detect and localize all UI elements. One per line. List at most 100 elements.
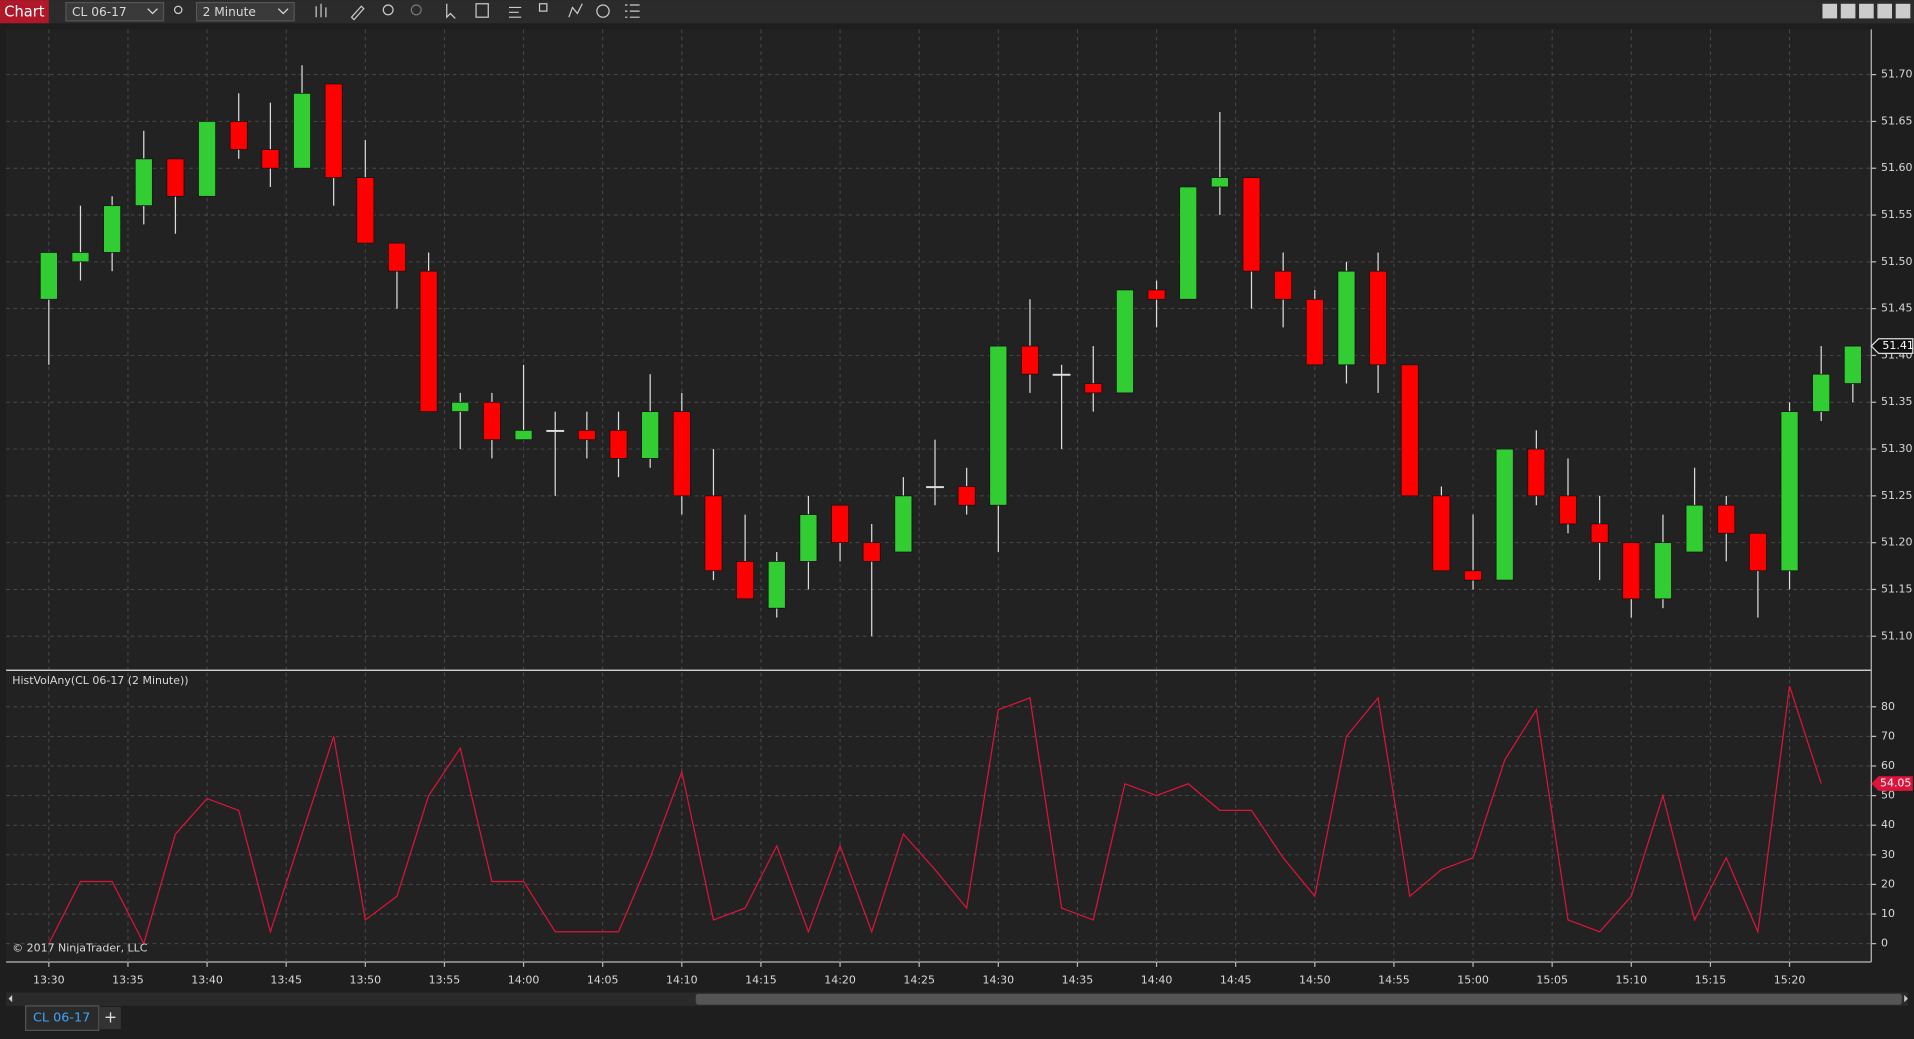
- x-tick-label: 13:55: [429, 973, 461, 986]
- candle-body: [451, 401, 470, 412]
- candle-body: [1369, 270, 1388, 366]
- minimize-button[interactable]: [1859, 3, 1874, 19]
- candle-body: [577, 429, 596, 441]
- dropdown-arrow: [277, 8, 289, 15]
- candle-body: [1654, 542, 1672, 600]
- candle-body: [546, 429, 565, 432]
- chart-menu-label[interactable]: Chart: [4, 3, 44, 20]
- x-tick-label: 14:35: [1062, 973, 1094, 986]
- y-tick-label: 51.20: [1881, 536, 1912, 549]
- y-tick-label: 51.70: [1881, 68, 1912, 81]
- candle-body: [641, 411, 660, 459]
- candle-body: [704, 495, 723, 572]
- instrument-select[interactable]: [65, 1, 165, 22]
- x-tick-label: 13:50: [350, 973, 382, 986]
- candle-body: [1559, 495, 1577, 525]
- y-tick-label: 51.35: [1881, 395, 1912, 408]
- candle-body: [1843, 345, 1862, 384]
- reload-icon[interactable]: [596, 4, 610, 18]
- instrument-label[interactable]: CL 06-17: [72, 5, 127, 19]
- candle-body: [356, 177, 375, 244]
- close-button[interactable]: [1895, 3, 1911, 19]
- x-tick-label: 14:50: [1299, 973, 1331, 986]
- candle-body: [39, 252, 58, 300]
- candle-body: [1812, 373, 1831, 412]
- new-tab-button[interactable]: [100, 1007, 121, 1030]
- zoom-out-icon[interactable]: [410, 4, 422, 16]
- candle-body: [103, 205, 122, 253]
- y-tick-label: 51.10: [1881, 629, 1912, 642]
- candle-body: [1527, 448, 1546, 497]
- templates-icon[interactable]: [538, 3, 548, 12]
- interval-select[interactable]: [195, 1, 295, 22]
- chart-menu[interactable]: [0, 0, 49, 24]
- price-panel: [6, 29, 1872, 670]
- search-icon[interactable]: [173, 5, 183, 15]
- interval-label[interactable]: 2 Minute: [203, 5, 256, 19]
- bars-icon[interactable]: [315, 3, 327, 18]
- candle-body: [419, 270, 438, 412]
- candle-body: [1274, 270, 1293, 300]
- scroll-thumb[interactable]: [695, 993, 1902, 1005]
- candle-body: [261, 149, 280, 169]
- y-tick-label: 70: [1881, 729, 1895, 742]
- zoom-in-icon[interactable]: [382, 4, 394, 16]
- x-tick-label: 15:05: [1536, 973, 1568, 986]
- y-tick-label: 51.60: [1881, 161, 1912, 174]
- candle-body: [862, 542, 881, 562]
- maximize-button[interactable]: [1877, 3, 1893, 19]
- candle-body: [1400, 364, 1419, 497]
- y-tick-label: 20: [1881, 877, 1895, 890]
- candle-body: [388, 242, 406, 272]
- candle-body: [1495, 448, 1514, 581]
- candle-body: [1147, 289, 1166, 300]
- y-tick-label: 40: [1881, 818, 1895, 831]
- y-tick-label: 60: [1881, 759, 1895, 772]
- tab[interactable]: [25, 1005, 100, 1031]
- copyright: © 2017 NinjaTrader, LLC: [12, 942, 148, 955]
- x-tick-label: 14:30: [982, 973, 1014, 986]
- candle-body: [767, 561, 786, 609]
- properties-icon[interactable]: [509, 6, 522, 18]
- window-button[interactable]: [1840, 3, 1856, 19]
- dropdown-arrow: [147, 8, 158, 15]
- y-tick-label: 10: [1881, 907, 1895, 920]
- y-tick-label: 51.50: [1881, 255, 1912, 268]
- candle-body: [894, 495, 913, 553]
- candle-body: [1685, 504, 1704, 553]
- candle-body: [514, 429, 533, 441]
- candle-body: [166, 158, 185, 197]
- draw-icon[interactable]: [350, 5, 365, 21]
- y-tick-label: 51.65: [1881, 114, 1912, 127]
- candle-body: [1717, 504, 1736, 534]
- y-tick-label: 0: [1881, 937, 1888, 950]
- x-tick-label: 14:25: [903, 973, 935, 986]
- y-tick-label: 51.45: [1881, 302, 1912, 315]
- candle-body: [736, 561, 755, 600]
- data-box-icon[interactable]: [475, 3, 489, 18]
- new-tab-label[interactable]: +: [104, 1008, 117, 1027]
- strategies-icon[interactable]: [568, 3, 583, 18]
- candle-body: [134, 158, 153, 207]
- candle-body: [1084, 383, 1103, 394]
- candle-body: [1622, 542, 1641, 600]
- candle-body: [926, 486, 944, 489]
- candle-body: [1115, 289, 1134, 394]
- candle-body: [1179, 186, 1198, 300]
- candle-body: [1305, 298, 1324, 366]
- candle-body: [1021, 345, 1039, 375]
- x-tick-label: 14:55: [1378, 973, 1410, 986]
- tab-label[interactable]: CL 06-17: [33, 1011, 90, 1026]
- line-series: [48, 685, 1822, 946]
- candle-body: [198, 121, 216, 197]
- window-button[interactable]: [1822, 3, 1838, 19]
- list-icon[interactable]: [624, 4, 640, 18]
- indicator-label: HistVolAny(CL 06-17 (2 Minute)): [12, 674, 188, 687]
- y-tick-label: 30: [1881, 848, 1895, 861]
- x-tick-label: 15:20: [1774, 973, 1806, 986]
- indicator-panel: [6, 671, 1872, 962]
- x-tick-label: 15:10: [1615, 973, 1647, 986]
- pointer-icon[interactable]: [446, 3, 456, 19]
